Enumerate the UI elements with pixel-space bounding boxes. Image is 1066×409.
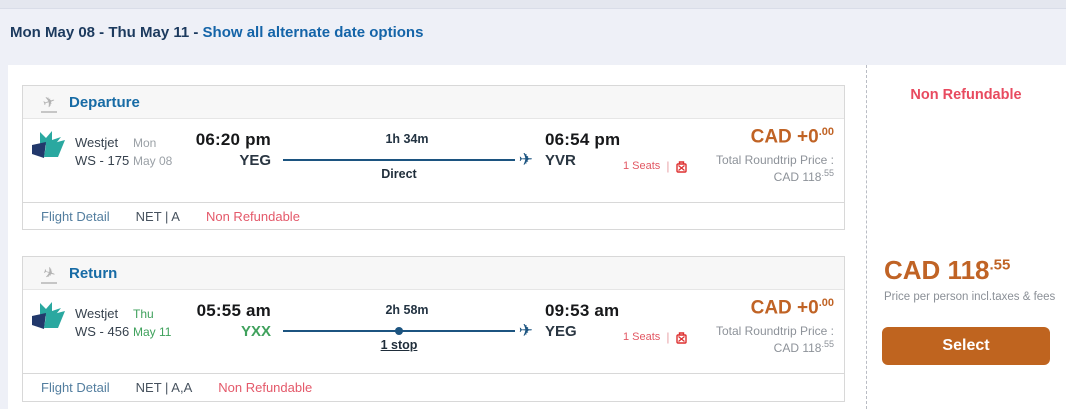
flight-date-value: May 11 [133, 325, 172, 339]
flight-path: 2h 58m ✈ 1 stop [281, 290, 533, 373]
airline-info: Westjet WS - 175 [75, 134, 129, 170]
flight-duration: 2h 58m [385, 303, 429, 317]
flight-path-plane-icon: ✈ [518, 321, 533, 340]
stops-label: Direct [381, 167, 417, 181]
price-note: Price per person incl.taxes & fees [884, 291, 1056, 303]
price-delta: CAD +0.00 [750, 126, 834, 148]
flight-number: WS - 456 [75, 324, 130, 339]
flight-path-line [283, 159, 515, 161]
refundable-status: Non Refundable [910, 87, 1022, 103]
alternate-dates-link[interactable]: Show all alternate date options [202, 24, 424, 41]
seats-separator: | [666, 159, 670, 173]
stopover-dot [395, 327, 403, 335]
airline-info: Westjet WS - 456 [75, 305, 129, 341]
refund-status: Non Refundable [205, 208, 300, 224]
flight-day: Mon [133, 136, 157, 150]
total-roundtrip-label: Total Roundtrip Price : [715, 153, 834, 168]
price-delta: CAD +0.00 [750, 297, 834, 319]
arrival-time-block: 09:53 am YEG [545, 301, 619, 340]
plane-takeoff-icon: ✈ [40, 91, 58, 113]
westjet-logo [31, 131, 67, 168]
flight-path: 1h 34m ✈ Direct [281, 119, 533, 202]
seats-separator: | [666, 330, 670, 344]
seats-count: 1 Seats [623, 331, 661, 343]
depart-time: 06:20 pm [195, 130, 271, 149]
departure-section-title: Departure [69, 93, 140, 111]
arrive-time: 06:54 pm [545, 130, 621, 149]
flight-detail-link[interactable]: Flight Detail [41, 208, 110, 224]
results-panel: ✈ Departure Westjet WS - 175 Mon May 08 [8, 65, 1066, 409]
depart-airport: YEG [239, 152, 271, 169]
no-baggage-icon [675, 160, 688, 173]
airline-name: Westjet [75, 135, 119, 150]
arrive-airport: YVR [545, 152, 576, 169]
return-flight-row: Westjet WS - 456 Thu May 11 05:55 am YXX… [23, 290, 844, 373]
depart-airport: YXX [240, 323, 271, 340]
price-block: CAD +0.00 Total Roundtrip Price : CAD 11… [716, 126, 834, 184]
arrive-time: 09:53 am [545, 301, 620, 320]
departure-card-footer: Flight Detail NET | A Non Refundable [23, 202, 844, 229]
date-range-text: Mon May 08 - Thu May 11 - [10, 24, 199, 41]
select-button[interactable]: Select [882, 327, 1050, 365]
date-range-header: Mon May 08 - Thu May 11 - Show all alter… [10, 24, 423, 41]
departure-time-block: 05:55 am YXX [163, 301, 271, 340]
total-roundtrip-value: CAD 118.55 [773, 168, 834, 185]
price-summary-panel: Non Refundable CAD 118.55 Price per pers… [866, 65, 1066, 409]
summary-divider [866, 65, 867, 409]
plane-landing-icon: ✈ [40, 262, 58, 284]
return-card: ✈ Return Westjet WS - 456 Thu May 11 [22, 256, 845, 402]
flight-path-plane-icon: ✈ [518, 150, 533, 169]
no-baggage-icon [675, 331, 688, 344]
top-strip [0, 0, 1066, 9]
seats-info: 1 Seats | [623, 159, 688, 173]
airline-name: Westjet [75, 306, 119, 321]
flight-number: WS - 175 [75, 153, 130, 168]
arrival-time-block: 06:54 pm YVR [545, 130, 620, 169]
return-card-footer: Flight Detail NET | A,A Non Refundable [23, 373, 844, 400]
flight-date: Thu May 11 [133, 305, 171, 341]
seats-info: 1 Seats | [623, 330, 688, 344]
fare-code: NET | A,A [135, 379, 193, 395]
flight-duration: 1h 34m [385, 132, 429, 146]
refund-status: Non Refundable [218, 379, 313, 395]
arrive-airport: YEG [545, 323, 577, 340]
flight-day: Thu [133, 307, 154, 321]
flight-detail-link[interactable]: Flight Detail [41, 379, 110, 395]
total-price: CAD 118.55 [884, 255, 1011, 285]
departure-time-block: 06:20 pm YEG [163, 130, 271, 169]
departure-card: ✈ Departure Westjet WS - 175 Mon May 08 [22, 85, 845, 230]
departure-flight-row: Westjet WS - 175 Mon May 08 06:20 pm YEG… [23, 119, 844, 202]
return-section-title: Return [69, 264, 118, 282]
departure-card-header: ✈ Departure [23, 86, 844, 119]
flight-date: Mon May 08 [133, 134, 172, 170]
price-block: CAD +0.00 Total Roundtrip Price : CAD 11… [716, 297, 834, 355]
stops-link[interactable]: 1 stop [380, 338, 418, 352]
depart-time: 05:55 am [196, 301, 271, 320]
return-card-header: ✈ Return [23, 257, 844, 290]
total-roundtrip-label: Total Roundtrip Price : [715, 324, 834, 339]
flight-date-value: May 08 [133, 154, 173, 168]
seats-count: 1 Seats [623, 160, 661, 172]
total-roundtrip-value: CAD 118.55 [773, 339, 834, 356]
westjet-logo [31, 302, 67, 339]
fare-code: NET | A [135, 208, 180, 224]
